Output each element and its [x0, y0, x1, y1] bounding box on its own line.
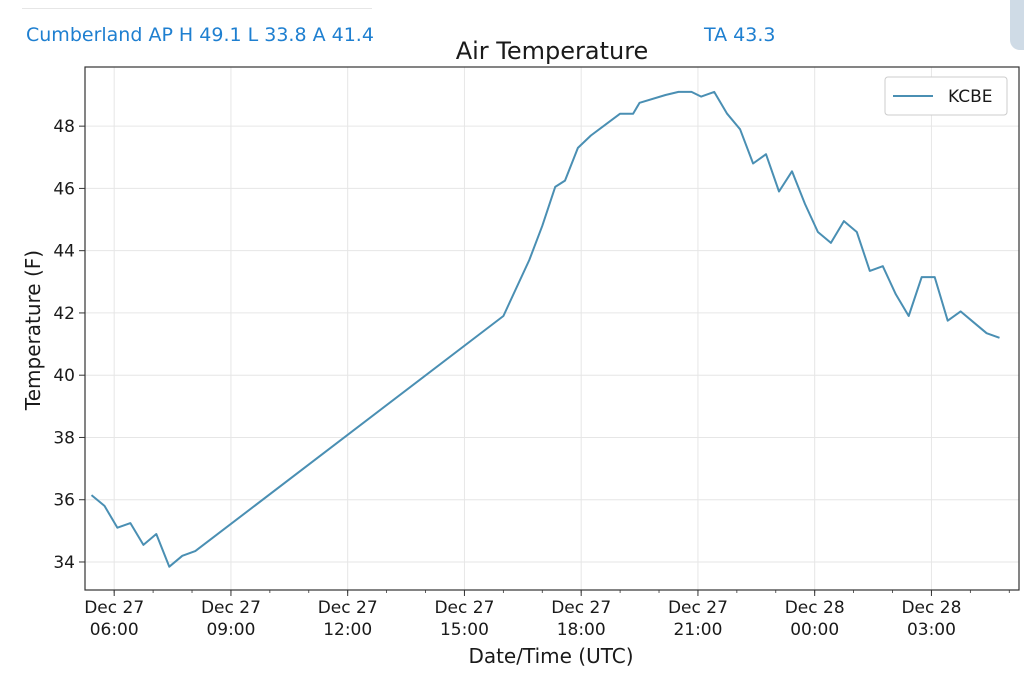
legend-box — [884, 76, 1008, 116]
y-tick-label: 48 — [53, 117, 75, 137]
y-tick-label: 46 — [53, 179, 75, 199]
y-tick-label: 38 — [53, 428, 75, 448]
legend: KCBE — [884, 76, 1008, 116]
x-tick-label-date: Dec 27 — [318, 598, 378, 618]
series-line-kcbe — [90, 90, 1000, 568]
y-tick-label: 34 — [53, 553, 75, 573]
legend-label: KCBE — [948, 87, 993, 107]
ta-readout[interactable]: TA 43.3 — [704, 24, 776, 46]
x-tick-label-date: Dec 27 — [434, 598, 494, 618]
station-summary[interactable]: Cumberland AP H 49.1 L 33.8 A 41.4 — [26, 24, 374, 46]
x-tick-label-time: 21:00 — [673, 620, 722, 640]
y-axis-label: Temperature (F) — [21, 250, 45, 411]
x-tick-label-time: 00:00 — [790, 620, 839, 640]
x-tick-label-date: Dec 27 — [84, 598, 144, 618]
x-tick-label-time: 06:00 — [90, 620, 139, 640]
x-tick-label-time: 09:00 — [206, 620, 255, 640]
y-tick-label: 44 — [53, 242, 75, 262]
grid-lines — [85, 67, 1019, 590]
top-divider — [22, 8, 372, 9]
x-tick-label-date: Dec 27 — [551, 598, 611, 618]
x-tick-label-date: Dec 28 — [901, 598, 961, 618]
x-tick-label-date: Dec 27 — [668, 598, 728, 618]
x-tick-label-time: 15:00 — [440, 620, 489, 640]
x-tick-label-time: 12:00 — [323, 620, 372, 640]
plot-area — [84, 66, 1020, 591]
side-panel-tab[interactable] — [1010, 0, 1024, 50]
x-tick-label-time: 18:00 — [557, 620, 606, 640]
x-tick-label-time: 03:00 — [907, 620, 956, 640]
y-tick-label: 42 — [53, 304, 75, 324]
y-tick-label: 40 — [53, 366, 75, 386]
x-tick-label-date: Dec 28 — [785, 598, 845, 618]
chart-title: Air Temperature — [456, 37, 649, 65]
x-tick-label-date: Dec 27 — [201, 598, 261, 618]
y-tick-label: 36 — [53, 491, 75, 511]
x-axis-label: Date/Time (UTC) — [468, 644, 633, 668]
